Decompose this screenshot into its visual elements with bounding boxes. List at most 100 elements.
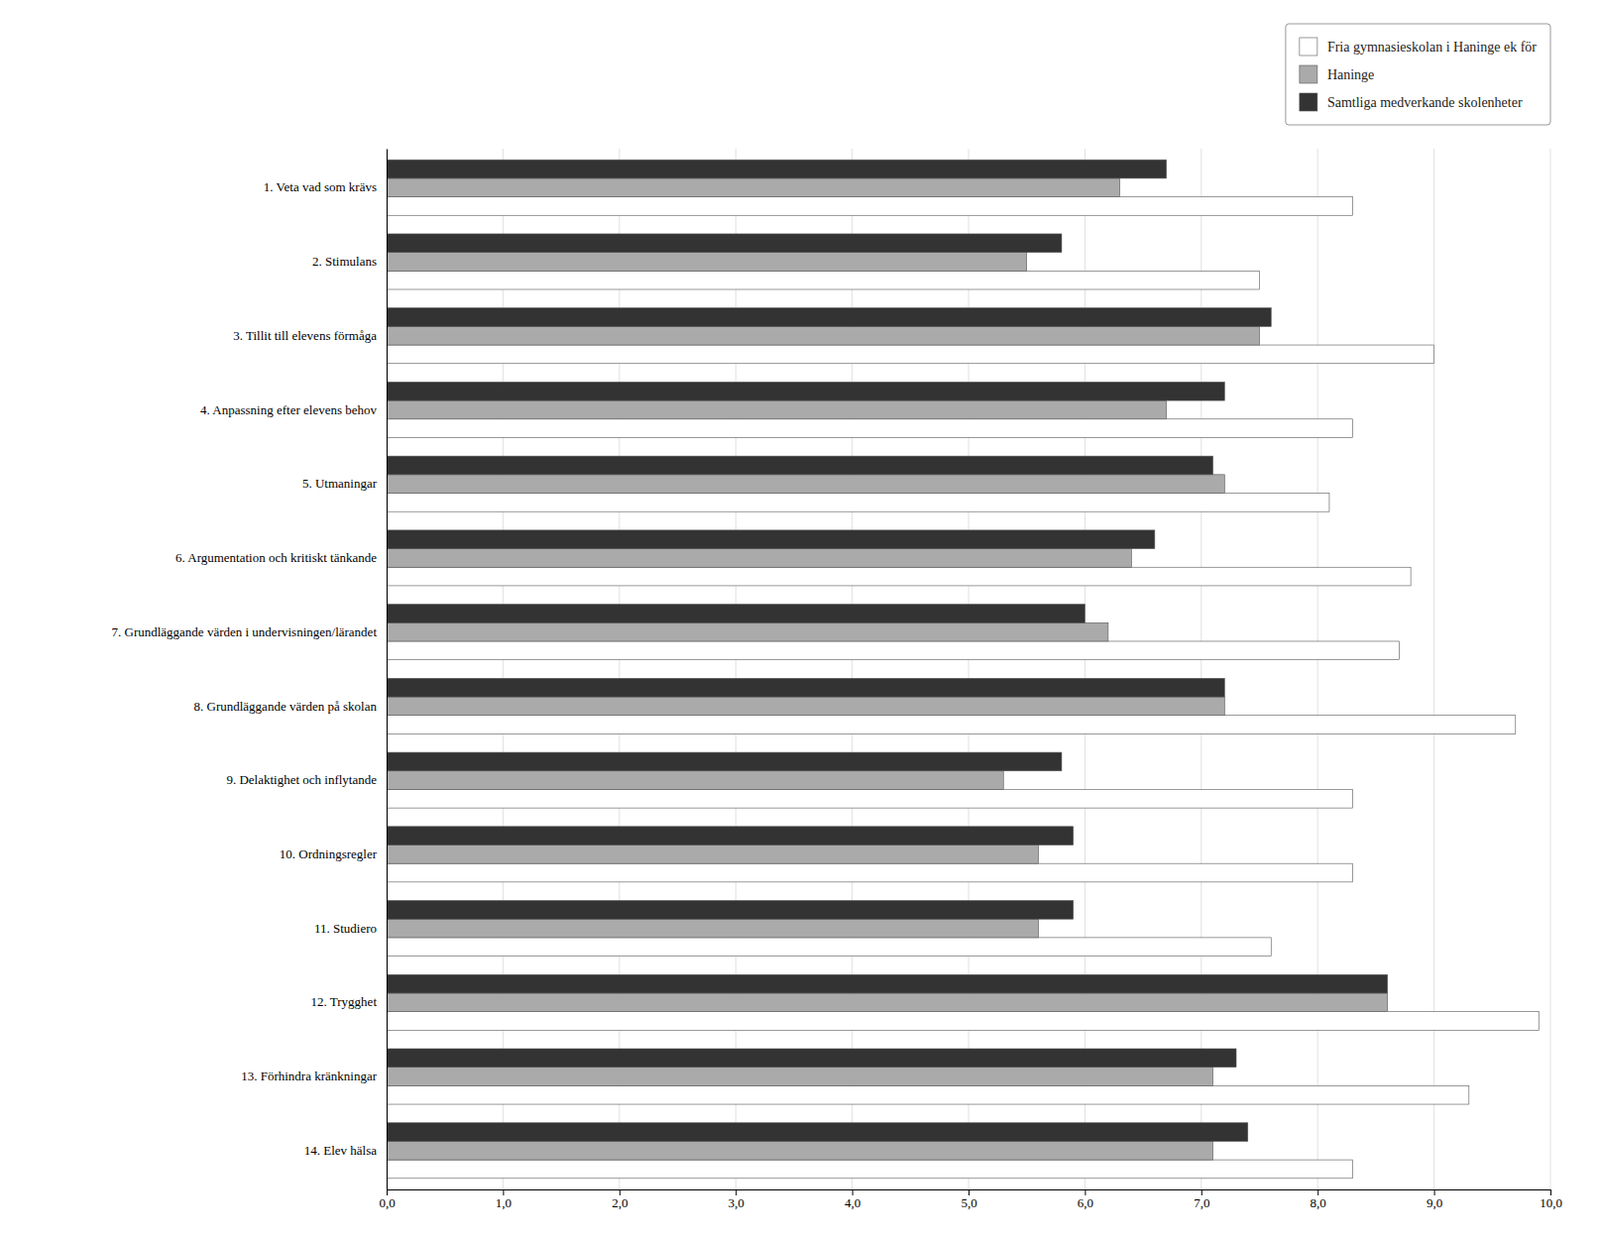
- bar: [386, 197, 1353, 217]
- y-tick-label: 3. Tillit till elevens förmåga: [232, 328, 377, 343]
- y-tick: 3. Tillit till elevens förmåga: [232, 328, 377, 343]
- x-tick-label: 10,0: [1539, 1195, 1563, 1211]
- x-tick: 0,0: [378, 1189, 395, 1211]
- bar: [386, 308, 1271, 328]
- x-tick-label: 8,0: [1310, 1195, 1327, 1211]
- y-tick: 1. Veta vad som krävs: [263, 179, 377, 195]
- x-tick: 1,0: [495, 1189, 512, 1211]
- x-tick: 10,0: [1539, 1189, 1563, 1211]
- grid-line: [851, 148, 853, 1190]
- legend-item: Fria gymnasieskolan i Haninge ek för: [1299, 37, 1537, 56]
- bar: [386, 567, 1411, 586]
- x-tick-mark: [1201, 1189, 1203, 1196]
- x-axis-line: [387, 1190, 1552, 1197]
- grid-line: [1433, 148, 1435, 1190]
- bar: [386, 493, 1330, 513]
- grid: [386, 148, 1551, 1190]
- y-tick: 7. Grundläggande värden i undervisningen…: [112, 624, 378, 640]
- y-tick-label: 10. Ordningsregler: [279, 846, 378, 862]
- bar: [386, 789, 1353, 808]
- bar: [386, 233, 1062, 253]
- bars: [386, 159, 1539, 1179]
- x-tick: 3,0: [728, 1189, 745, 1211]
- y-tick: 14. Elev hälsa: [304, 1142, 378, 1158]
- y-tick: 9. Delaktighet och inflytande: [226, 772, 377, 788]
- x-tick-label: 3,0: [728, 1195, 745, 1211]
- bar: [386, 178, 1121, 198]
- bar: [386, 419, 1353, 439]
- x-tick-label: 5,0: [960, 1195, 977, 1211]
- x-tick-mark: [735, 1189, 737, 1196]
- bar: [386, 252, 1028, 272]
- grid-line: [735, 148, 737, 1190]
- bar: [386, 1141, 1214, 1160]
- y-tick-label: 2. Stimulans: [312, 253, 377, 269]
- y-tick: 4. Anpassning efter elevens behov: [200, 402, 377, 418]
- x-axis: 0,0 1,0 2,0 3,0 4,0 5,0 6,0 7,0 8,0 9,0 10,0: [378, 1189, 1563, 1211]
- y-axis: 1. Veta vad som krävs 2. Stimulans 3. Till…: [112, 149, 388, 1191]
- y-tick-label: 1. Veta vad som krävs: [263, 179, 377, 195]
- x-tick-label: 2,0: [611, 1195, 628, 1211]
- x-tick-label: 7,0: [1193, 1195, 1210, 1211]
- bar: [386, 474, 1225, 494]
- legend-label: Fria gymnasieskolan i Haninge ek för: [1327, 39, 1537, 55]
- y-tick: 2. Stimulans: [312, 253, 377, 269]
- grid-line: [502, 148, 504, 1190]
- bar-series: [386, 178, 1388, 1160]
- x-tick: 2,0: [611, 1189, 628, 1211]
- y-tick-label: 11. Studiero: [314, 920, 377, 936]
- bar: [386, 752, 1062, 772]
- y-tick-label: 6. Argumentation och kritiskt tänkande: [175, 550, 377, 566]
- legend-box: [1285, 23, 1551, 125]
- x-tick-mark: [852, 1189, 854, 1196]
- bar: [386, 715, 1516, 735]
- x-tick-label: 9,0: [1426, 1195, 1443, 1211]
- bar: [386, 993, 1388, 1013]
- bar: [386, 678, 1225, 697]
- bar: [386, 641, 1399, 661]
- x-tick-mark: [1317, 1189, 1319, 1196]
- bar: [386, 1012, 1539, 1031]
- plot: 0,0 1,0 2,0 3,0 4,0 5,0 6,0 7,0 8,0 9,0 10,0 1. Vet…: [112, 148, 1563, 1211]
- bar-series: [386, 159, 1388, 1142]
- chart: 0,0 1,0 2,0 3,0 4,0 5,0 6,0 7,0 8,0 9,0 10,0 1. Vet…: [0, 0, 1600, 1239]
- y-tick: 12. Trygghet: [311, 994, 378, 1010]
- bar: [386, 863, 1353, 883]
- bar: [386, 549, 1132, 569]
- x-tick: 8,0: [1310, 1189, 1327, 1211]
- y-tick: 5. Utmaningar: [302, 475, 378, 491]
- bar-series: [386, 197, 1539, 1179]
- x-tick: 9,0: [1426, 1189, 1443, 1211]
- y-tick-label: 4. Anpassning efter elevens behov: [200, 402, 377, 418]
- legend-swatch: [1299, 37, 1318, 56]
- y-tick: 11. Studiero: [314, 920, 377, 936]
- bar: [386, 622, 1109, 642]
- bar: [386, 1067, 1214, 1087]
- bar: [386, 159, 1167, 179]
- bar: [386, 844, 1038, 864]
- legend-label: Samtliga medverkande skolenheter: [1327, 95, 1523, 111]
- bar: [386, 530, 1155, 550]
- y-tick-label: 9. Delaktighet och inflytande: [226, 772, 377, 788]
- x-tick-mark: [1084, 1189, 1086, 1196]
- bar: [386, 1085, 1470, 1105]
- x-tick-mark: [386, 1189, 388, 1196]
- bar: [386, 937, 1271, 957]
- bar: [386, 604, 1085, 624]
- legend: Fria gymnasieskolan i Haninge ek för Hani…: [1285, 23, 1551, 125]
- y-tick-label: 12. Trygghet: [311, 994, 378, 1010]
- grid-line: [1200, 148, 1202, 1190]
- legend-item: Haninge: [1299, 65, 1374, 84]
- x-tick-mark: [1434, 1189, 1436, 1196]
- x-tick-mark: [619, 1189, 621, 1196]
- x-tick-label: 1,0: [495, 1195, 512, 1211]
- x-tick-label: 6,0: [1077, 1195, 1094, 1211]
- grid-line: [1317, 148, 1319, 1190]
- y-tick-label: 14. Elev hälsa: [304, 1142, 378, 1158]
- grid-line: [968, 148, 970, 1190]
- bar: [386, 1123, 1249, 1143]
- x-tick: 4,0: [844, 1189, 861, 1211]
- y-tick-label: 13. Förhindra kränkningar: [240, 1068, 378, 1084]
- x-tick-mark: [1550, 1189, 1552, 1196]
- grid-line: [1084, 148, 1086, 1190]
